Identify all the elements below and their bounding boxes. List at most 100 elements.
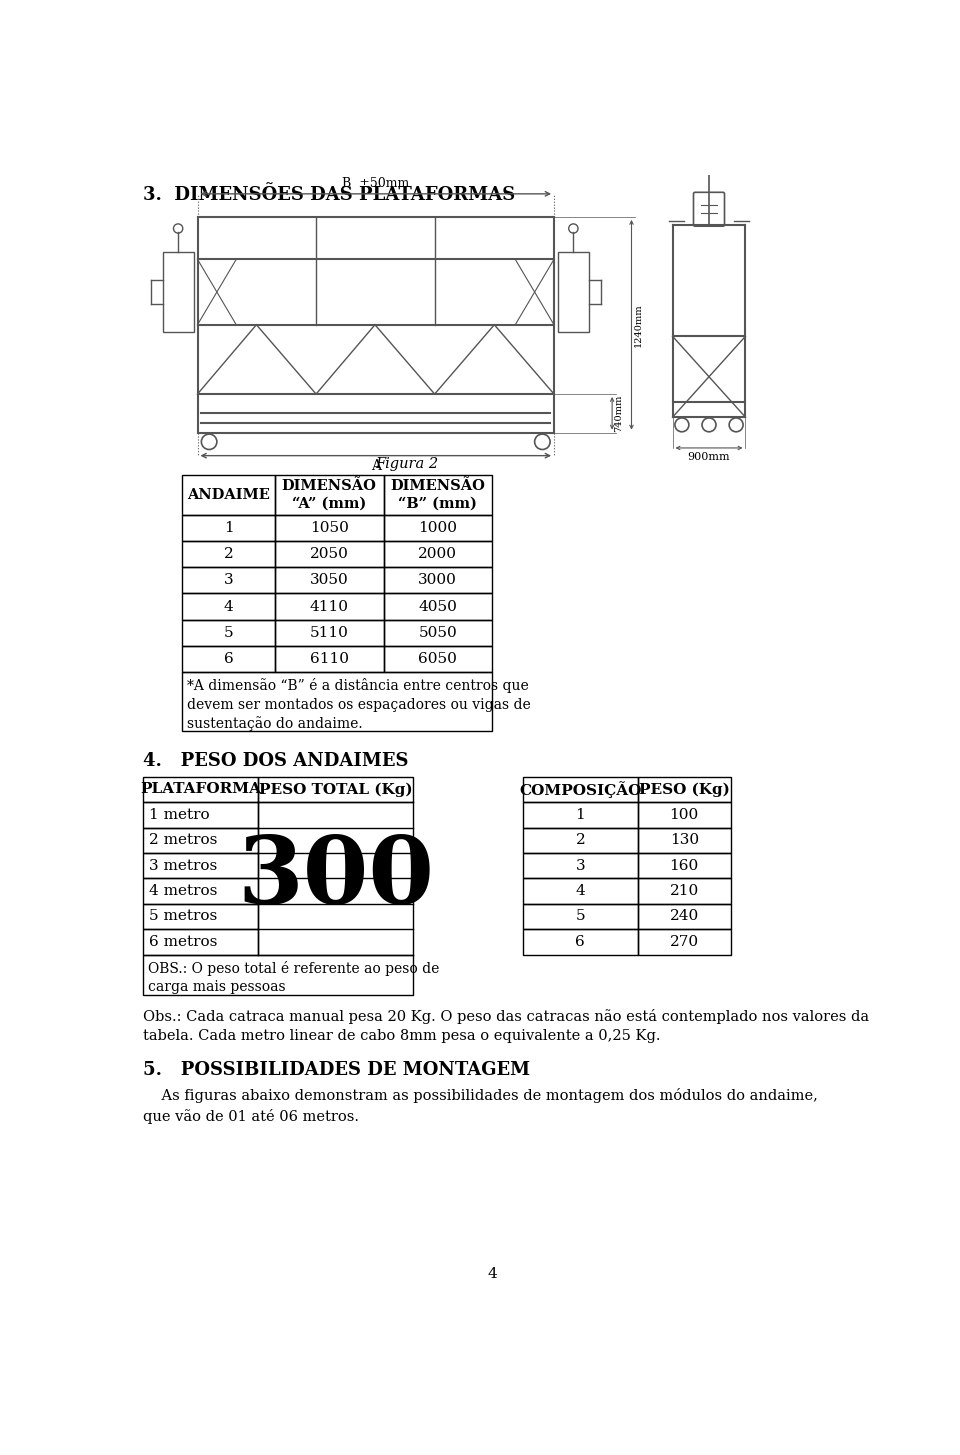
Text: 740mm: 740mm	[614, 394, 623, 432]
Text: 5050: 5050	[419, 626, 457, 640]
Text: 5: 5	[576, 909, 586, 924]
Text: 4.   PESO DOS ANDAIMES: 4. PESO DOS ANDAIMES	[143, 752, 409, 770]
Bar	[182, 474, 275, 515]
Bar	[523, 777, 637, 802]
Bar	[637, 904, 731, 930]
Bar	[143, 853, 258, 879]
Bar	[275, 541, 383, 567]
Text: 6 metros: 6 metros	[150, 936, 218, 949]
Text: 5 metros: 5 metros	[150, 909, 218, 924]
Bar	[275, 474, 383, 515]
Bar	[275, 567, 383, 594]
Text: 5110: 5110	[310, 626, 348, 640]
Bar	[143, 802, 258, 828]
Bar	[275, 515, 383, 541]
Bar	[182, 541, 275, 567]
Text: B  ±50mm: B ±50mm	[342, 178, 409, 191]
Bar	[637, 879, 731, 904]
Text: DIMENSÃO
“B” (mm): DIMENSÃO “B” (mm)	[391, 479, 485, 511]
Text: 1 metro: 1 metro	[150, 808, 210, 822]
Bar	[143, 879, 258, 904]
Bar	[143, 930, 258, 954]
Bar	[383, 594, 492, 620]
Text: DIMENSÃO
“A” (mm): DIMENSÃO “A” (mm)	[282, 479, 376, 511]
Text: 3000: 3000	[419, 573, 457, 588]
Text: 270: 270	[670, 936, 699, 949]
Bar	[182, 620, 275, 646]
Text: 4: 4	[224, 599, 233, 614]
Text: 3.  DIMENSÕES DAS PLATAFORMAS: 3. DIMENSÕES DAS PLATAFORMAS	[143, 186, 516, 204]
Text: 4050: 4050	[419, 599, 457, 614]
Text: 1000: 1000	[419, 521, 457, 535]
Bar	[383, 567, 492, 594]
Text: 2 metros: 2 metros	[150, 834, 218, 847]
Text: 4: 4	[575, 885, 586, 898]
Text: 4: 4	[487, 1267, 497, 1280]
Bar	[523, 802, 637, 828]
Bar	[523, 853, 637, 879]
Bar	[182, 515, 275, 541]
Bar	[523, 904, 637, 930]
Bar	[383, 620, 492, 646]
Text: 300: 300	[237, 834, 434, 924]
Bar	[637, 828, 731, 853]
Bar	[637, 853, 731, 879]
Text: 4 metros: 4 metros	[150, 885, 218, 898]
Bar	[637, 802, 731, 828]
Text: 3 metros: 3 metros	[150, 858, 218, 873]
Bar	[143, 904, 258, 930]
Text: 3: 3	[576, 858, 586, 873]
Bar	[258, 777, 413, 802]
Bar	[182, 672, 492, 730]
Text: OBS.: O peso total é referente ao peso de
carga mais pessoas: OBS.: O peso total é referente ao peso d…	[148, 960, 440, 994]
Bar	[383, 646, 492, 672]
Text: 1240mm: 1240mm	[634, 303, 643, 346]
Text: Obs.: Cada catraca manual pesa 20 Kg. O peso das catracas não está contemplado n: Obs.: Cada catraca manual pesa 20 Kg. O …	[143, 1008, 870, 1043]
Text: 100: 100	[669, 808, 699, 822]
Text: As figuras abaixo demonstram as possibilidades de montagem dos módulos do andaim: As figuras abaixo demonstram as possibil…	[143, 1088, 818, 1123]
Bar	[143, 828, 258, 853]
Text: PLATAFORMA: PLATAFORMA	[140, 783, 261, 796]
Bar	[523, 828, 637, 853]
Bar	[275, 594, 383, 620]
Text: PESO (Kg): PESO (Kg)	[638, 783, 730, 797]
Text: 2050: 2050	[310, 547, 348, 562]
Text: 3050: 3050	[310, 573, 348, 588]
Text: 6110: 6110	[310, 652, 348, 666]
Bar	[637, 777, 731, 802]
Text: A: A	[371, 460, 381, 473]
Bar	[383, 515, 492, 541]
Bar	[182, 594, 275, 620]
Text: 1: 1	[575, 808, 586, 822]
Text: 160: 160	[669, 858, 699, 873]
Bar	[143, 777, 258, 802]
Bar	[275, 646, 383, 672]
Text: 1050: 1050	[310, 521, 348, 535]
Text: 6050: 6050	[419, 652, 457, 666]
Bar	[637, 930, 731, 954]
Text: 6: 6	[575, 936, 586, 949]
Text: 130: 130	[670, 834, 699, 847]
Text: *A dimensão “B” é a distância entre centros que
devem ser montados os espaçadore: *A dimensão “B” é a distância entre cent…	[186, 678, 530, 732]
Bar	[523, 879, 637, 904]
Bar	[182, 646, 275, 672]
Bar	[523, 930, 637, 954]
Text: 3: 3	[224, 573, 233, 588]
Text: 5.   POSSIBILIDADES DE MONTAGEM: 5. POSSIBILIDADES DE MONTAGEM	[143, 1061, 530, 1078]
Bar	[383, 541, 492, 567]
Bar	[383, 474, 492, 515]
Text: 6: 6	[224, 652, 233, 666]
Text: ANDAIME: ANDAIME	[187, 487, 270, 502]
Bar	[275, 620, 383, 646]
Text: 4110: 4110	[310, 599, 348, 614]
Text: Figura 2: Figura 2	[375, 457, 439, 471]
Text: 2000: 2000	[419, 547, 457, 562]
Bar	[182, 567, 275, 594]
Text: 900mm: 900mm	[687, 453, 731, 461]
Text: 210: 210	[669, 885, 699, 898]
Bar	[558, 252, 588, 332]
Bar	[143, 954, 413, 995]
Text: 5: 5	[224, 626, 233, 640]
Bar	[162, 252, 194, 332]
Text: 1: 1	[224, 521, 233, 535]
